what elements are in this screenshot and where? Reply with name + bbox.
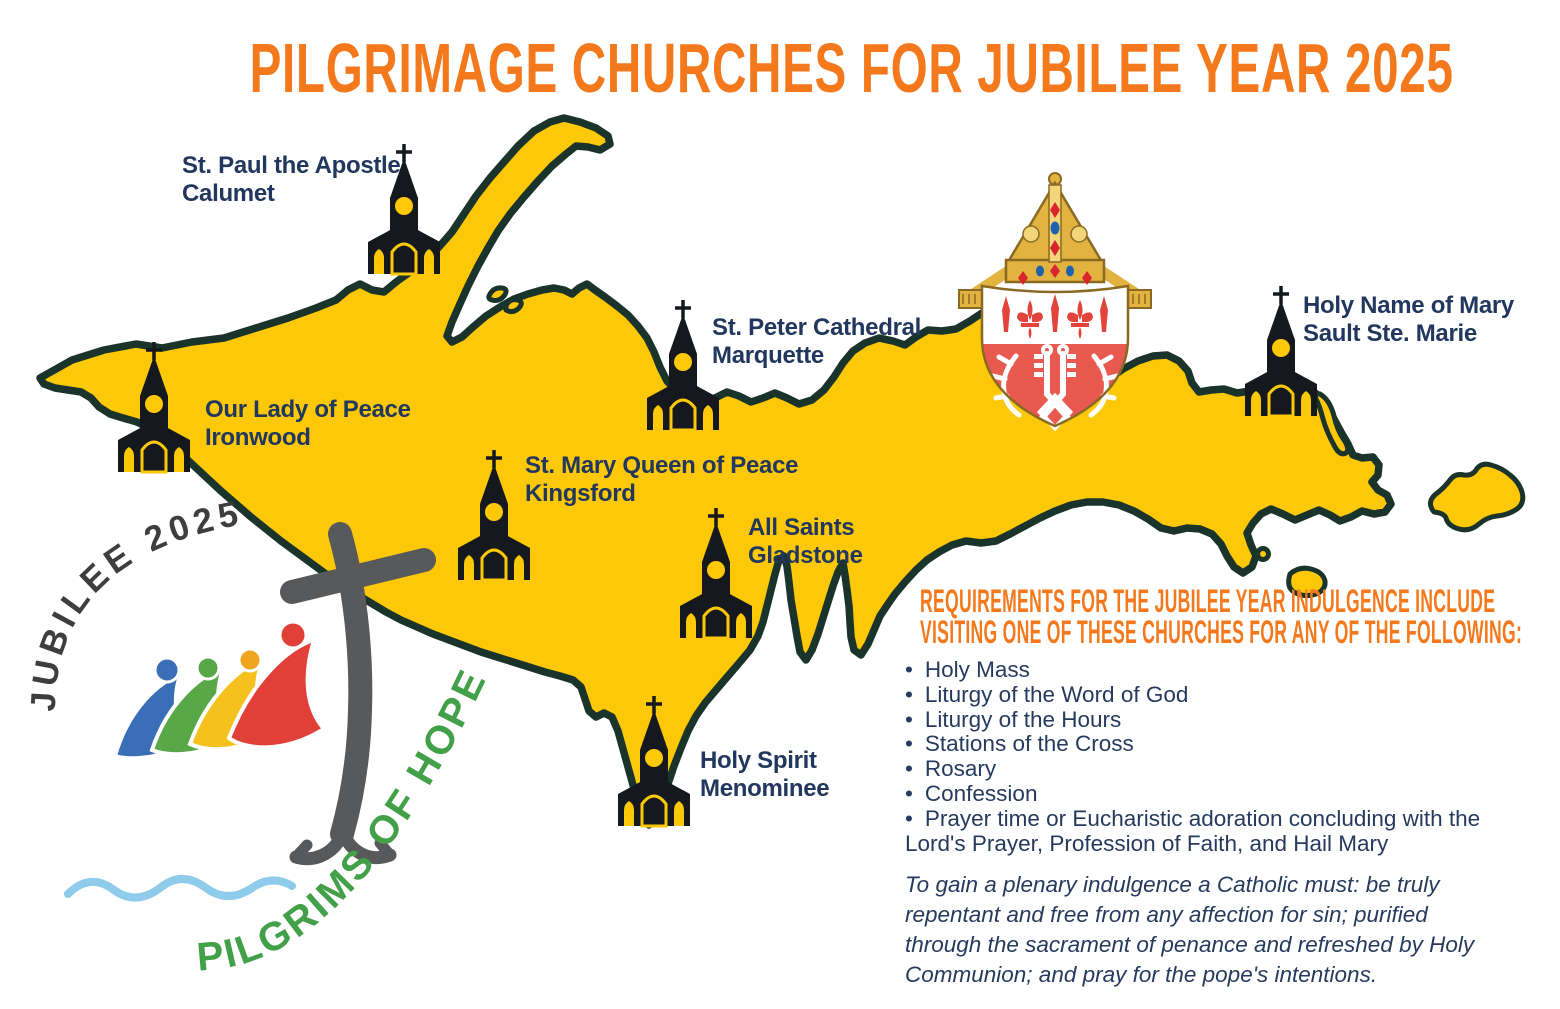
church-label-calumet: St. Paul the Apostle Calumet <box>182 152 401 208</box>
church-marker-marquette <box>645 298 721 432</box>
chief-charges <box>1002 294 1108 339</box>
requirements-heading-line1: REQUIREMENTS FOR THE JUBILEE YEAR INDULG… <box>920 583 1496 619</box>
church-label-gladstone: All Saints Gladstone <box>748 514 863 570</box>
requirements-heading-line2: VISITING ONE OF THESE CHURCHES FOR ANY O… <box>920 614 1523 650</box>
diocese-coat-of-arms <box>958 172 1152 432</box>
list-item: • Holy Mass <box>905 657 1505 683</box>
list-item-text: Confession <box>924 780 1038 806</box>
list-item: • Prayer time or Eucharistic adoration co… <box>905 805 1505 857</box>
pilgrim-figures <box>112 620 328 761</box>
church-name: St. Paul the Apostle <box>182 152 401 179</box>
church-city: Gladstone <box>748 542 863 569</box>
list-item-text: Prayer time or Eucharistic adoration con… <box>905 805 1481 856</box>
church-name: Holy Spirit <box>700 747 817 774</box>
list-item: • Confession <box>905 780 1505 807</box>
church-name: All Saints <box>748 514 855 541</box>
church-name: St. Mary Queen of Peace <box>525 452 799 479</box>
wave <box>64 875 296 902</box>
map-islet-dot <box>1255 546 1271 562</box>
list-item: • Liturgy of the Hours <box>905 706 1505 733</box>
church-marker-menominee <box>616 694 692 828</box>
church-marker-gladstone <box>678 506 754 640</box>
page-title: PILGRIMAGE CHURCHES FOR JUBILEE YEAR 202… <box>249 29 1454 107</box>
bullet: • <box>905 780 913 806</box>
requirements-list: • Holy Mass • Liturgy of the Word of God •… <box>905 657 1505 857</box>
list-item-text: Holy Mass <box>924 657 1030 682</box>
church-city: Ironwood <box>205 424 311 451</box>
bullet: • <box>905 731 913 757</box>
indulgence-note: To gain a plenary indulgence a Catholic … <box>905 872 1475 988</box>
antlers <box>990 353 1120 418</box>
figure-yellow-head <box>237 647 263 673</box>
figure-green-head <box>195 655 221 681</box>
bullet: • <box>905 657 913 682</box>
list-item-text: Rosary <box>924 756 997 782</box>
church-city: Sault Ste. Marie <box>1303 320 1477 347</box>
bullet: • <box>905 805 913 831</box>
requirements-block: REQUIREMENTS FOR THE JUBILEE YEAR INDULG… <box>905 585 1525 990</box>
church-name: Our Lady of Peace <box>205 396 411 423</box>
church-label-marquette: St. Peter Cathedral Marquette <box>712 314 921 370</box>
list-item-text: Liturgy of the Hours <box>924 706 1122 732</box>
figure-red-head <box>278 620 308 650</box>
map-island-drummond <box>1428 461 1526 533</box>
requirements-heading: REQUIREMENTS FOR THE JUBILEE YEAR INDULG… <box>920 583 1531 650</box>
map-islet-portage-2 <box>503 297 524 315</box>
jubilee-2025-logo: JUBILEE 2025 PILGRIMS OF HOPE <box>24 498 493 980</box>
church-marker-ironwood <box>116 340 192 474</box>
church-label-ironwood: Our Lady of Peace Ironwood <box>205 396 411 452</box>
bullet: • <box>905 681 913 707</box>
list-item-text: Stations of the Cross <box>924 731 1134 757</box>
bullet: • <box>905 706 913 732</box>
figure-red-sail <box>226 636 328 750</box>
church-name: St. Peter Cathedral <box>712 314 922 341</box>
list-item: • Stations of the Cross <box>905 731 1505 757</box>
map-islet-southeast <box>1286 565 1328 599</box>
shield <box>980 284 1130 432</box>
bishop-mitre <box>1004 172 1106 285</box>
map-mainland <box>36 114 1395 829</box>
church-label-menominee: Holy Spirit Menominee <box>700 747 830 803</box>
crossed-keys <box>1034 344 1076 432</box>
cross-anchor <box>280 522 436 866</box>
church-city: Kingsford <box>525 480 636 507</box>
list-item: • Liturgy of the Word of God <box>905 681 1505 708</box>
list-item-text: Liturgy of the Word of God <box>924 681 1189 707</box>
figure-blue-head <box>153 656 181 684</box>
map-islet-portage-1 <box>486 285 509 303</box>
list-item: • Rosary <box>905 756 1505 782</box>
church-city: Menominee <box>700 775 830 802</box>
church-city: Calumet <box>182 180 275 207</box>
church-city: Marquette <box>712 342 824 369</box>
church-label-sault: Holy Name of Mary Sault Ste. Marie <box>1303 292 1514 348</box>
church-label-kingsford: St. Mary Queen of Peace Kingsford <box>525 452 799 508</box>
church-name: Holy Name of Mary <box>1303 292 1514 319</box>
bullet: • <box>905 756 913 782</box>
